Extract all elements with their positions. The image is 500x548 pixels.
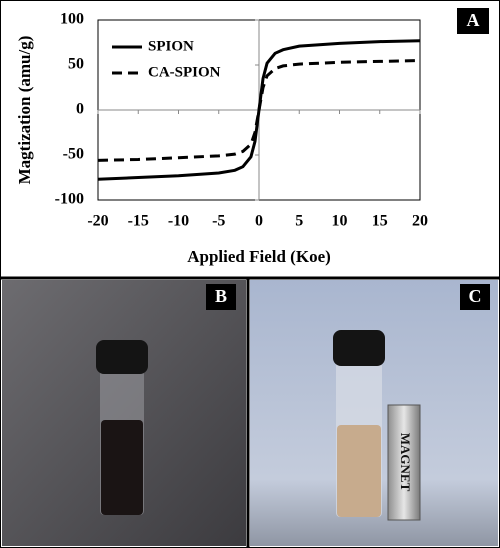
y-tick-label: -100 — [55, 191, 84, 208]
x-tick-label: 10 — [332, 213, 348, 230]
series-line — [97, 39, 421, 181]
x-tick-label: 5 — [295, 213, 303, 230]
y-tick-label: 50 — [68, 56, 84, 73]
legend-label: SPION — [148, 38, 194, 54]
vial-liquid — [101, 420, 143, 515]
vial-cap — [96, 340, 148, 374]
panel-label: C — [469, 286, 482, 306]
x-tick-label: -5 — [212, 213, 225, 230]
magnet — [387, 404, 421, 521]
series-line — [97, 59, 421, 162]
panel-label: B — [215, 286, 227, 306]
label-box — [460, 284, 490, 310]
y-axis-label: Magtization (amu/g) — [15, 36, 34, 185]
panel-label: A — [467, 10, 480, 30]
vial-cap — [333, 330, 385, 366]
label-box — [206, 284, 236, 310]
x-tick-label: -10 — [168, 213, 189, 230]
magnet-text: MAGNET — [398, 433, 413, 492]
photo-c: MAGNET — [250, 280, 498, 546]
x-axis-label: Applied Field (Koe) — [187, 247, 331, 266]
label-box — [457, 8, 489, 34]
y-tick-label: 100 — [60, 11, 84, 28]
x-tick-label: -15 — [128, 213, 149, 230]
x-tick-label: 15 — [372, 213, 388, 230]
photo-b — [2, 280, 246, 546]
x-tick-label: -20 — [87, 213, 108, 230]
x-tick-label: 0 — [255, 213, 263, 230]
y-tick-label: -50 — [63, 146, 84, 163]
x-tick-label: 20 — [412, 213, 428, 230]
legend-label: CA-SPION — [148, 64, 221, 80]
y-tick-label: 0 — [76, 101, 84, 118]
vial-liquid — [337, 425, 381, 517]
